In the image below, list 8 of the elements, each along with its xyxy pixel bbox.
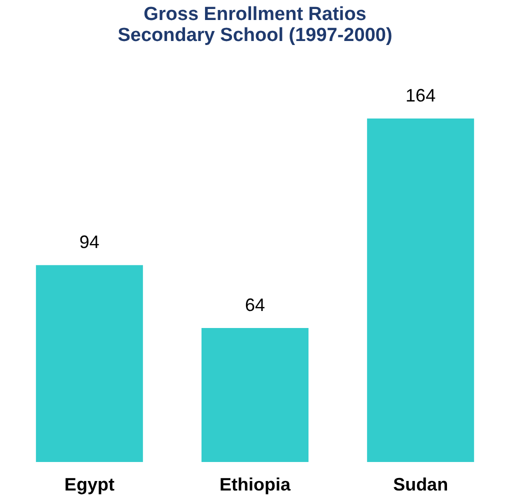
text: Secondary School (1997-2000) <box>118 25 392 46</box>
data-label: 64 <box>244 294 266 315</box>
x-tick-label: Ethiopia <box>220 474 292 494</box>
x-tick-label: Sudan <box>393 474 448 494</box>
data-label: 164 <box>406 86 436 106</box>
data-label: 94 <box>79 232 100 252</box>
text: Gross Enrollment Ratios <box>144 4 366 25</box>
x-tick-label: Egypt <box>64 474 114 494</box>
